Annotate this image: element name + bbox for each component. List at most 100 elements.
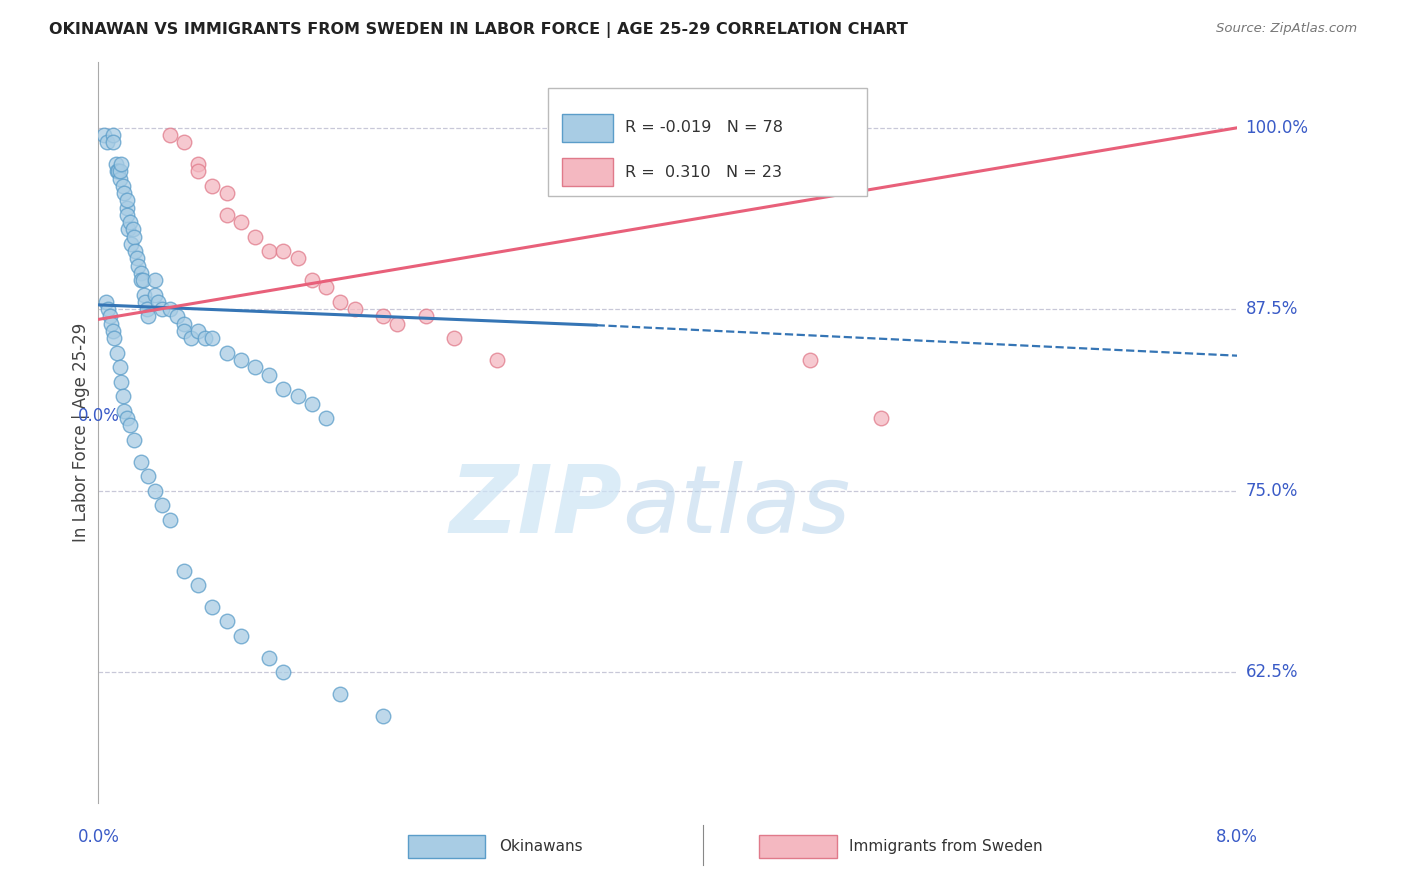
Point bbox=[104, 157, 127, 171]
Point bbox=[201, 178, 224, 193]
Point bbox=[101, 324, 124, 338]
Point bbox=[166, 310, 188, 324]
Point bbox=[124, 244, 146, 259]
Point bbox=[273, 244, 295, 259]
Text: 75.0%: 75.0% bbox=[1246, 482, 1298, 500]
Point bbox=[259, 650, 281, 665]
Point bbox=[287, 252, 309, 266]
Point bbox=[136, 469, 159, 483]
Point bbox=[129, 273, 152, 287]
Point bbox=[108, 360, 131, 375]
Point bbox=[115, 194, 138, 208]
Point bbox=[152, 302, 174, 317]
Point bbox=[229, 629, 252, 643]
Text: 0.0%: 0.0% bbox=[77, 407, 120, 425]
Point bbox=[121, 222, 143, 236]
Point bbox=[870, 411, 893, 425]
Point bbox=[215, 615, 238, 629]
Point bbox=[315, 411, 337, 425]
Point bbox=[100, 317, 122, 331]
Text: 8.0%: 8.0% bbox=[1216, 828, 1258, 846]
Point bbox=[301, 396, 323, 410]
Point bbox=[159, 128, 181, 142]
Text: 87.5%: 87.5% bbox=[1246, 301, 1298, 318]
Point bbox=[110, 375, 132, 389]
Point bbox=[111, 389, 134, 403]
Point bbox=[194, 331, 217, 345]
Point bbox=[115, 208, 138, 222]
Point bbox=[187, 164, 209, 178]
Point bbox=[97, 302, 120, 317]
Point bbox=[118, 418, 141, 433]
Point bbox=[215, 208, 238, 222]
Point bbox=[443, 331, 465, 345]
Point bbox=[115, 201, 138, 215]
Point bbox=[229, 353, 252, 368]
Point bbox=[415, 310, 437, 324]
Text: Okinawans: Okinawans bbox=[499, 839, 582, 854]
Point bbox=[201, 331, 224, 345]
FancyBboxPatch shape bbox=[548, 88, 868, 195]
Point bbox=[173, 317, 195, 331]
Point bbox=[129, 455, 152, 469]
Text: 62.5%: 62.5% bbox=[1246, 663, 1298, 681]
Point bbox=[173, 136, 195, 150]
Point bbox=[159, 513, 181, 527]
Point bbox=[96, 136, 118, 150]
Point bbox=[129, 266, 152, 280]
Text: atlas: atlas bbox=[623, 461, 851, 552]
Point bbox=[127, 259, 149, 273]
Point bbox=[118, 215, 141, 229]
Point bbox=[101, 136, 124, 150]
Point bbox=[315, 280, 337, 294]
Point bbox=[273, 382, 295, 396]
Point bbox=[105, 345, 128, 359]
Point bbox=[180, 331, 202, 345]
FancyBboxPatch shape bbox=[562, 158, 613, 186]
Point bbox=[329, 687, 352, 701]
Point bbox=[229, 215, 252, 229]
Point bbox=[134, 295, 156, 310]
Point bbox=[148, 295, 170, 310]
Point bbox=[152, 498, 174, 512]
Text: R =  0.310   N = 23: R = 0.310 N = 23 bbox=[624, 164, 782, 179]
Point bbox=[112, 404, 135, 418]
Point bbox=[108, 164, 131, 178]
Point bbox=[135, 302, 157, 317]
Point bbox=[159, 302, 181, 317]
Point bbox=[259, 368, 281, 382]
Point bbox=[301, 273, 323, 287]
Point bbox=[486, 353, 509, 368]
Text: ZIP: ZIP bbox=[450, 460, 623, 553]
Point bbox=[110, 157, 132, 171]
Point bbox=[122, 433, 145, 447]
Point bbox=[131, 273, 153, 287]
Point bbox=[108, 171, 131, 186]
Point bbox=[103, 331, 125, 345]
Point bbox=[187, 157, 209, 171]
Text: Immigrants from Sweden: Immigrants from Sweden bbox=[849, 839, 1043, 854]
Text: Source: ZipAtlas.com: Source: ZipAtlas.com bbox=[1216, 22, 1357, 36]
Y-axis label: In Labor Force | Age 25-29: In Labor Force | Age 25-29 bbox=[72, 323, 90, 542]
Point bbox=[243, 229, 266, 244]
Point bbox=[105, 164, 128, 178]
Point bbox=[125, 252, 148, 266]
Point bbox=[136, 310, 159, 324]
Point bbox=[387, 317, 409, 331]
Point bbox=[145, 273, 167, 287]
Text: 0.0%: 0.0% bbox=[77, 828, 120, 846]
Point bbox=[94, 295, 117, 310]
Point bbox=[187, 578, 209, 592]
Point bbox=[371, 310, 394, 324]
Point bbox=[93, 128, 115, 142]
Point bbox=[111, 178, 134, 193]
Point bbox=[117, 222, 139, 236]
Point bbox=[201, 599, 224, 614]
Point bbox=[215, 186, 238, 200]
Point bbox=[287, 389, 309, 403]
FancyBboxPatch shape bbox=[562, 113, 613, 142]
Point bbox=[112, 186, 135, 200]
Point bbox=[259, 244, 281, 259]
Point bbox=[173, 324, 195, 338]
Point bbox=[273, 665, 295, 680]
